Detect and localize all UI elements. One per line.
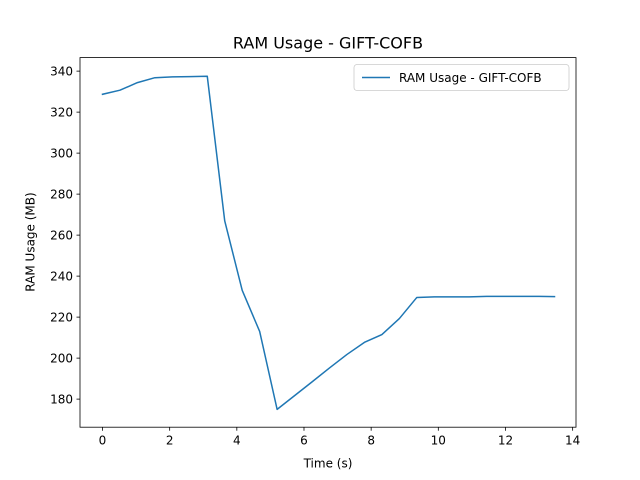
x-tick-label: 6 [300,434,308,448]
x-tick-label: 2 [166,434,174,448]
y-tick-label: 240 [50,269,73,283]
x-tick-label: 8 [367,434,375,448]
x-axis: 0 2 4 6 8 10 12 14 [99,427,580,448]
plot-area [79,57,577,428]
y-tick-label: 180 [50,392,73,406]
x-tick-label: 12 [498,434,513,448]
x-tick-label: 10 [431,434,446,448]
y-axis-label: RAM Usage (MB) [24,192,38,291]
y-tick-label: 320 [50,105,73,119]
x-axis-label: Time (s) [303,457,353,471]
y-axis: 180 200 220 240 260 280 300 320 340 [50,64,80,406]
chart-title: RAM Usage - GIFT-COFB [233,34,423,53]
y-tick-label: 260 [50,228,73,242]
legend-box [353,64,570,91]
y-tick-label: 300 [50,146,73,160]
x-tick-label: 14 [565,434,580,448]
y-tick-label: 280 [50,187,73,201]
y-tick-label: 340 [50,64,73,78]
y-tick-label: 200 [50,351,73,365]
x-tick-label: 4 [233,434,241,448]
x-tick-label: 0 [99,434,107,448]
legend-label: RAM Usage - GIFT-COFB [399,71,542,85]
y-tick-label: 220 [50,310,73,324]
legend: RAM Usage - GIFT-COFB [353,64,570,91]
series-line-0 [101,75,556,411]
axes-frame [79,57,577,428]
